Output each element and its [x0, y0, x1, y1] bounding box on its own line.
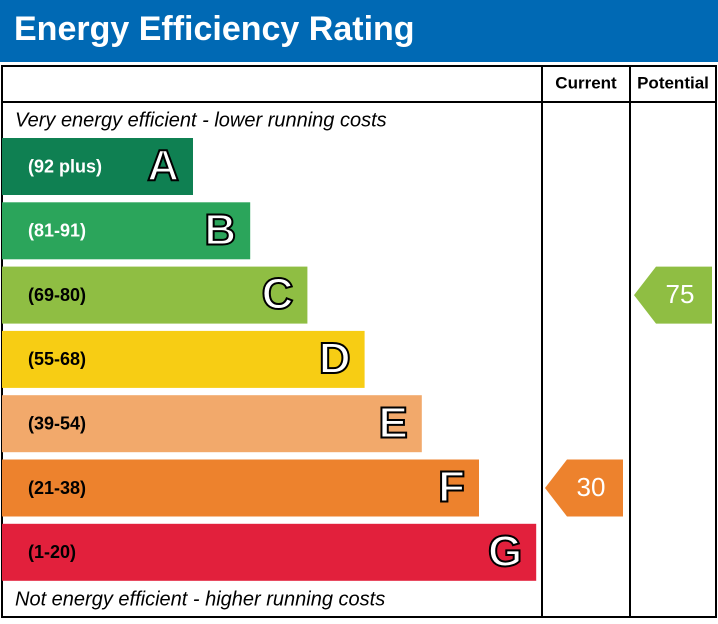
band-bar — [2, 395, 422, 453]
potential-value: 75 — [666, 279, 695, 309]
current-arrow — [545, 459, 623, 517]
title-bar — [0, 0, 718, 62]
bottom-note: Not energy efficient - higher running co… — [15, 588, 385, 610]
band-letter: A — [147, 141, 179, 190]
band-letter: F — [438, 463, 465, 512]
band-letter: E — [378, 398, 407, 447]
title: Energy Efficiency Rating — [14, 10, 415, 48]
band-range: (69-80) — [28, 285, 86, 305]
band-bar — [2, 138, 193, 195]
band-letter: B — [204, 205, 236, 254]
band-bar — [2, 459, 479, 517]
band-bar — [2, 330, 365, 388]
top-note: Very energy efficient - lower running co… — [15, 109, 387, 131]
band-range: (81-91) — [28, 221, 86, 241]
band-letter: D — [319, 334, 351, 383]
potential-header: Potential — [637, 73, 709, 92]
band-range: (92 plus) — [28, 156, 102, 176]
band-letter: G — [488, 527, 522, 576]
band-range: (21-38) — [28, 478, 86, 498]
band-range: (55-68) — [28, 349, 86, 369]
current-value: 30 — [577, 472, 606, 502]
band-bar — [2, 523, 537, 581]
band-bar — [2, 202, 251, 260]
band-bar — [2, 266, 308, 324]
band-range: (39-54) — [28, 413, 86, 433]
potential-arrow — [634, 266, 712, 324]
band-range: (1-20) — [28, 542, 76, 562]
band-letter: C — [262, 270, 294, 319]
current-header: Current — [555, 73, 617, 92]
